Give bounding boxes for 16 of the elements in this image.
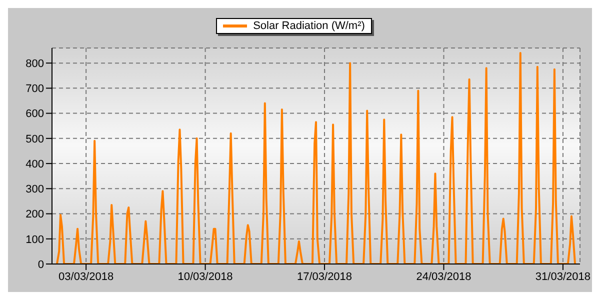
y-tick-label: 500 — [26, 133, 44, 146]
y-tick-label: 300 — [26, 184, 44, 196]
legend-label: Solar Radiation (W/m²) — [253, 20, 365, 32]
x-tick-label: 31/03/2018 — [535, 270, 590, 283]
x-tick-label: 03/03/2018 — [58, 270, 114, 283]
line-series — [56, 52, 576, 264]
y-tick-label: 100 — [26, 234, 44, 246]
y-tick-label: 600 — [26, 108, 44, 120]
y-tick-label: 800 — [26, 58, 44, 70]
x-tick-label: 17/03/2018 — [296, 270, 352, 283]
y-tick-label: 400 — [26, 158, 44, 170]
y-tick-label: 700 — [26, 83, 44, 96]
y-tick-label: 200 — [26, 208, 44, 221]
y-tick-label: 0 — [38, 258, 44, 271]
x-tick-label: 10/03/2018 — [178, 270, 233, 283]
x-tick-label: 24/03/2018 — [416, 270, 472, 283]
